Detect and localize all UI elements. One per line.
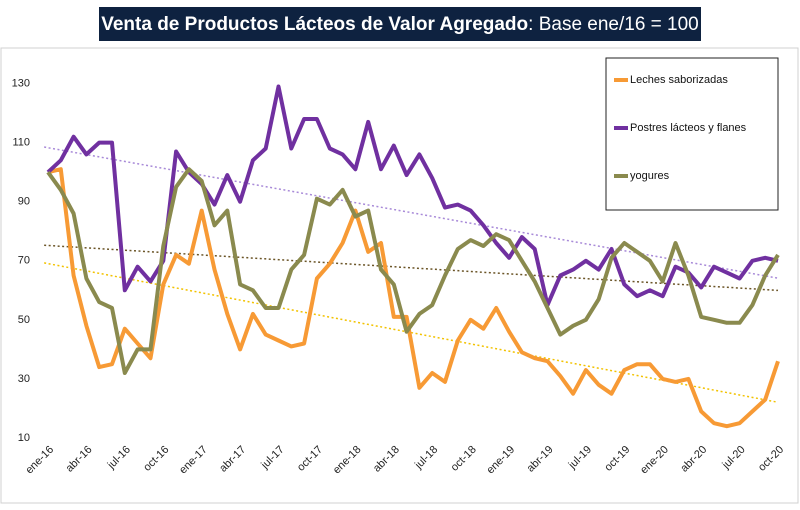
title: Venta de Productos Lácteos de Valor Agre… (101, 14, 699, 35)
title-box (99, 7, 701, 41)
y-tick-label: 90 (18, 196, 30, 208)
y-tick-label: 30 (18, 373, 30, 385)
series-line (46, 84, 779, 308)
legend-box (605, 57, 779, 211)
y-tick-label: 10 (18, 432, 30, 444)
trend-line (44, 262, 779, 404)
series-line (47, 167, 780, 429)
y-tick-label: 70 (18, 255, 30, 267)
legend-label: yogures (630, 170, 670, 182)
trend-line (44, 244, 779, 292)
legend-label: Postres lácteos y flanes (630, 122, 747, 134)
y-tick-label: 50 (18, 314, 30, 326)
y-tick-label: 130 (12, 77, 30, 89)
subtitle: : Base ene/16 = 100 (528, 14, 699, 35)
trend-line (44, 146, 779, 279)
y-tick-label: 110 (12, 137, 30, 149)
series-line (46, 167, 780, 375)
title-main: Venta de Productos Lácteos de Valor Agre… (101, 14, 528, 35)
legend-label: Leches saborizadas (630, 74, 728, 86)
